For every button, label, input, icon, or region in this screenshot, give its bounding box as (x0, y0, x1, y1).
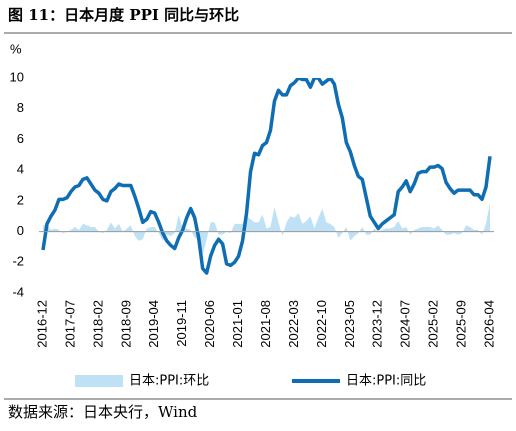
legend-label: 日本:PPI:环比 (129, 374, 209, 389)
x-tick-label: 2021-08 (258, 300, 273, 348)
y-axis-label: % (10, 41, 22, 56)
area (43, 202, 490, 255)
legend-label: 日本:PPI:同比 (346, 374, 426, 389)
y-tick-label: -4 (12, 284, 24, 299)
x-tick-label: 2018-09 (118, 300, 133, 348)
x-tick-label: 2025-02 (426, 300, 441, 348)
plot (41, 78, 492, 275)
x-tick-label: 2026-04 (481, 300, 496, 348)
x-tick-label: 2022-10 (314, 300, 329, 348)
x-tick-label: 2017-07 (62, 300, 77, 348)
chart-title: 图 11：日本月度 PPI 同比与环比 (8, 6, 239, 24)
x-tick-label: 2020-06 (202, 300, 217, 348)
x-tick-label: 2023-12 (370, 300, 385, 348)
x-tick-label: 2019-11 (174, 300, 189, 347)
source: 数据来源：日本央行，Wind (8, 403, 198, 421)
x-tick-label: 2018-02 (90, 300, 105, 348)
x-tick-label: 2024-07 (398, 300, 413, 348)
legend-swatch (75, 375, 123, 387)
x-tick-label: 2022-03 (286, 300, 301, 348)
x-tick-label: 2019-04 (146, 300, 161, 348)
y-tick-label: 2 (17, 192, 24, 207)
line (41, 78, 492, 275)
y-tick-label: -2 (12, 254, 24, 269)
y-tick-label: 0 (17, 223, 24, 238)
x-tick-label: 2021-01 (230, 300, 245, 348)
x-tick-label: 2023-05 (342, 300, 357, 348)
y-tick-label: 8 (17, 100, 24, 115)
y-tick-label: 4 (17, 162, 24, 177)
x-tick-label: 2025-09 (454, 300, 469, 348)
y-tick-label: 6 (17, 131, 24, 146)
y-tick-label: 10 (10, 69, 24, 84)
x-tick-label: 2016-12 (34, 300, 49, 348)
